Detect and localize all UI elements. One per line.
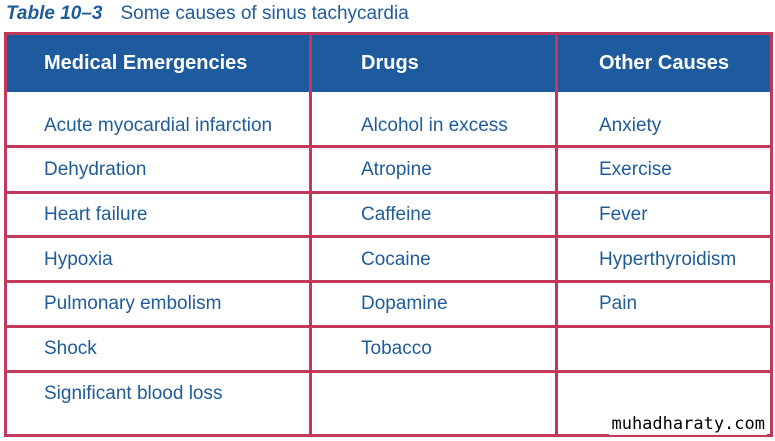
table-caption: Table 10–3 Some causes of sinus tachycar… [6,2,409,26]
table-cell [560,328,770,370]
row-divider [7,370,770,373]
table-cell: Alcohol in excess [361,115,508,136]
watermark: muhadharaty.com [609,413,767,435]
table-row: Acute myocardial infarction Alcohol in e… [7,105,770,147]
header-drugs: Drugs [361,52,419,74]
table-cell: Anxiety [599,115,662,136]
table-cell: Atropine [361,159,432,180]
table-number: Table 10–3 [6,3,103,24]
table-cell: Tobacco [361,338,432,359]
header-medical-emergencies: Medical Emergencies [44,52,248,74]
table-cell: Acute myocardial infarction [44,115,273,136]
table-cell: Fever [599,204,648,225]
row-divider [7,235,770,238]
column-divider [555,35,558,434]
table-header: Medical Emergencies Drugs Other Causes [7,35,770,92]
table-title: Some causes of sinus tachycardia [120,3,409,24]
table-row: Pulmonary embolism Dopamine Pain [7,283,770,325]
row-divider [7,280,770,283]
table-cell: Hyperthyroidism [599,249,737,270]
table-cell: Significant blood loss [44,383,223,404]
row-divider [7,191,770,194]
header-other-causes: Other Causes [599,52,730,74]
table-row: Significant blood loss [7,373,770,415]
row-divider [7,145,770,148]
table-cell: Cocaine [361,249,431,270]
table-cell [560,373,770,415]
table-cell: Shock [44,338,97,359]
table-cell: Hypoxia [44,249,113,270]
table-row: Hypoxia Cocaine Hyperthyroidism [7,239,770,281]
table-cell: Pain [599,293,638,314]
table-cell: Dehydration [44,159,147,180]
table-cell [312,373,560,415]
table-cell: Heart failure [44,204,148,225]
column-divider [309,35,312,434]
table-row: Shock Tobacco [7,328,770,370]
table-row: Heart failure Caffeine Fever [7,194,770,236]
table-cell: Exercise [599,159,672,180]
table-cell: Caffeine [361,204,432,225]
table-cell: Dopamine [361,293,448,314]
table-row: Dehydration Atropine Exercise [7,149,770,191]
table-cell: Pulmonary embolism [44,293,222,314]
causes-table: Medical Emergencies Drugs Other Causes A… [4,32,773,437]
row-divider [7,325,770,328]
